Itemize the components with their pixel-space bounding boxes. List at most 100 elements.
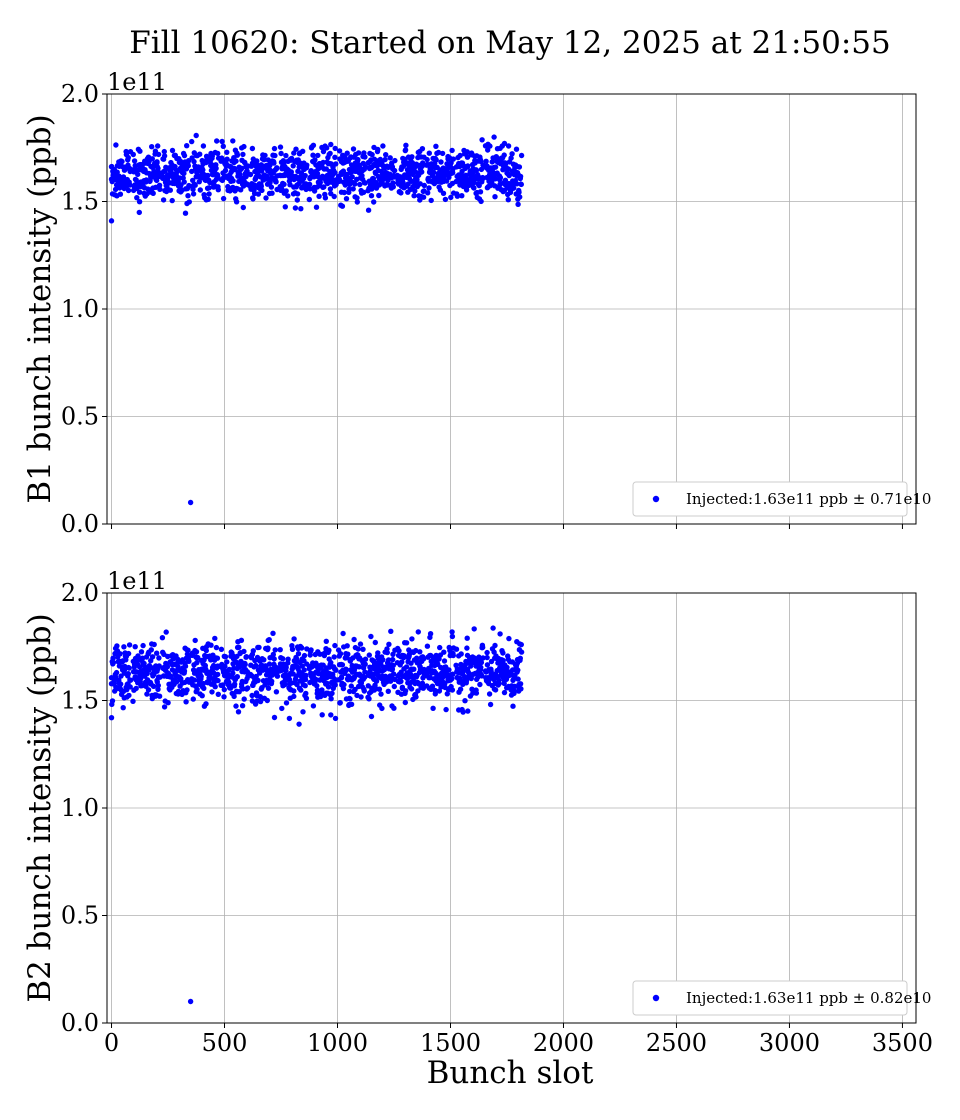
data-point [291,636,297,642]
data-point [484,649,490,656]
data-point [501,140,508,147]
data-point [443,706,449,713]
data-point [221,686,227,693]
data-point [240,686,246,692]
data-point [471,626,477,632]
data-point [441,658,448,664]
data-point [403,142,409,148]
data-point [391,705,397,711]
data-point [457,686,464,692]
x-tick-label: 2000 [533,1029,594,1057]
data-point [220,195,227,202]
data-point [298,206,304,212]
data-point [249,145,256,152]
data-point [126,642,133,648]
data-point [518,686,524,692]
data-point [230,670,236,676]
data-point [280,656,286,662]
data-point [294,191,301,197]
data-point [274,673,281,679]
data-point [293,146,299,152]
data-point [233,703,239,709]
data-point [283,700,290,706]
data-point [420,656,427,662]
data-point [110,659,117,666]
data-point [486,691,493,697]
data-point [449,629,455,635]
data-point [314,683,320,689]
data-point [192,182,198,188]
data-point [380,143,386,149]
data-point [383,152,389,158]
data-point [425,190,431,196]
data-point [289,646,296,652]
data-point [478,198,484,205]
data-point [517,173,524,180]
data-point [328,712,334,718]
data-point [390,184,396,190]
data-point [215,187,221,193]
data-point [233,199,240,205]
data-point [220,682,226,688]
data-point [332,715,339,722]
data-point [471,179,477,186]
data-point [215,671,221,678]
data-point [303,690,309,697]
x-tick-label: 2500 [646,1029,707,1057]
data-point [349,174,355,180]
data-point [135,171,141,177]
data-point [253,673,259,680]
data-point [433,157,439,163]
data-point [471,185,477,191]
data-point [185,647,191,653]
data-point [157,186,163,192]
data-point [417,181,423,187]
data-point [329,690,335,696]
data-point [463,187,470,193]
data-point [354,199,360,205]
data-point [426,150,432,156]
data-point [315,152,321,159]
data-point [490,625,496,631]
data-point [261,157,267,163]
data-point [154,650,160,656]
data-point [516,189,522,195]
data-point [459,193,465,199]
data-point [214,138,220,144]
data-point [501,689,508,696]
data-point [458,651,464,657]
data-point [114,169,120,175]
data-point [205,196,211,202]
data-point [282,204,288,210]
data-point [234,674,240,680]
x-tick-label: 1000 [307,1029,368,1057]
data-point [392,157,398,164]
data-point [354,195,360,201]
data-point [313,204,320,210]
data-point [222,663,228,670]
data-point [362,669,368,675]
data-point [277,647,283,653]
data-point [464,149,470,155]
data-point [362,164,369,170]
data-point [198,673,204,680]
legend-marker [652,994,660,1002]
data-point [373,678,380,684]
data-point [304,162,310,168]
data-point [127,684,133,690]
data-point [513,146,520,152]
data-point [368,713,375,720]
data-point [136,189,143,195]
data-point [255,677,261,684]
data-point [154,160,160,166]
data-point [338,674,345,680]
data-point [492,687,499,693]
data-point [195,654,201,661]
data-point [516,164,523,170]
data-point [484,662,491,668]
data-point [197,151,203,157]
data-point [308,647,314,653]
data-point [350,146,357,152]
data-point [302,683,308,689]
data-point [186,658,192,664]
